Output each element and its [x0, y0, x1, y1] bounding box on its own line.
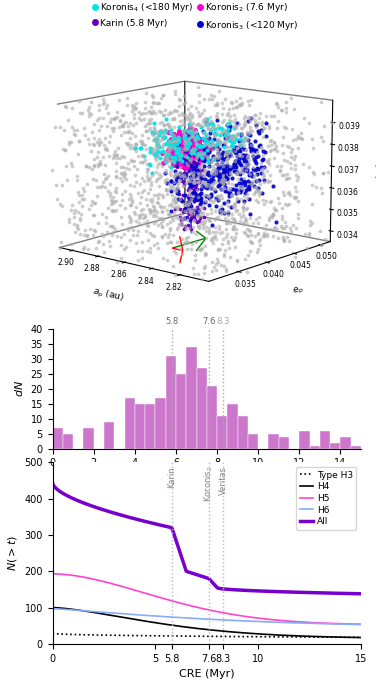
X-axis label: CRE (Myr): CRE (Myr) [179, 474, 235, 484]
Bar [340, 437, 351, 449]
Bar [197, 368, 207, 449]
Bar [53, 427, 63, 449]
Bar [330, 443, 340, 449]
Legend: Koronis$_4$ (<180 Myr), Karin (5.8 Myr), Koronis$_2$ (7.6 Myr), Koronis$_3$ (<12: Koronis$_4$ (<180 Myr), Karin (5.8 Myr),… [93, 1, 298, 32]
Text: Karin: Karin [167, 466, 176, 488]
Bar [309, 446, 320, 449]
Bar [248, 434, 258, 449]
Bar [351, 446, 361, 449]
Text: 8.3: 8.3 [217, 317, 230, 326]
Bar [135, 403, 145, 449]
Text: 5.8: 5.8 [165, 317, 179, 326]
Text: Veritas: Veritas [219, 466, 228, 495]
Bar [145, 403, 155, 449]
Bar [63, 434, 73, 449]
Y-axis label: $N(>t)$: $N(>t)$ [6, 535, 19, 571]
Text: 7.6: 7.6 [202, 317, 215, 326]
Legend: Type H3, H4, H5, H6, All: Type H3, H4, H5, H6, All [296, 467, 356, 530]
Bar [268, 434, 279, 449]
Text: Koronis$_2$: Koronis$_2$ [203, 466, 215, 502]
Bar [186, 347, 197, 449]
Bar [83, 427, 94, 449]
Bar [207, 386, 217, 449]
Bar [279, 437, 289, 449]
X-axis label: CRE (Myr): CRE (Myr) [179, 669, 235, 680]
X-axis label: $a_\mathrm{p}$ (au): $a_\mathrm{p}$ (au) [91, 286, 126, 306]
Y-axis label: $dN$: $dN$ [13, 380, 25, 397]
Bar [299, 431, 309, 449]
Y-axis label: $e_\mathrm{p}$: $e_\mathrm{p}$ [292, 284, 306, 298]
Bar [227, 403, 238, 449]
Bar [217, 416, 227, 449]
Bar [320, 431, 330, 449]
Bar [166, 356, 176, 449]
Bar [176, 374, 186, 449]
Bar [238, 416, 248, 449]
Bar [104, 422, 114, 449]
Bar [155, 398, 166, 449]
Bar [124, 398, 135, 449]
